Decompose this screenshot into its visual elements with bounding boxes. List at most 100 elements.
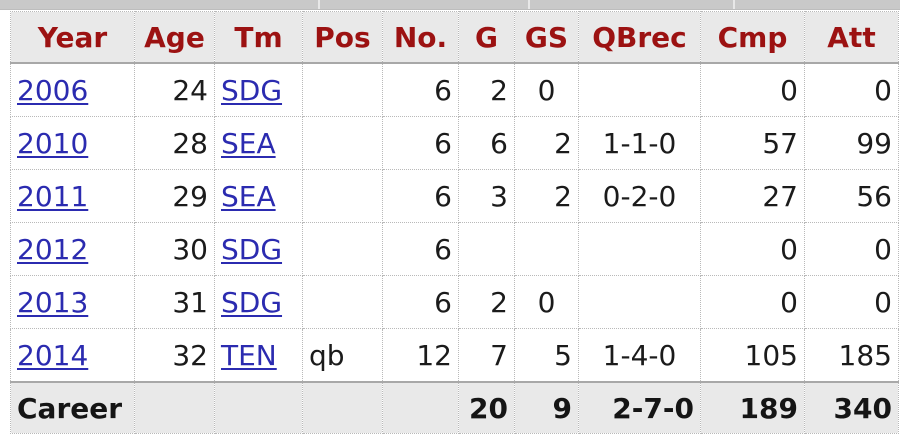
age-cell: 31: [134, 275, 215, 329]
column-divider: [528, 0, 530, 9]
number-cell: 6: [382, 62, 459, 117]
year-cell: 2013: [10, 275, 135, 329]
column-header-completions[interactable]: Cmp: [700, 11, 805, 64]
qb-record-cell: [578, 62, 701, 117]
games-started-cell: [514, 222, 579, 276]
career-games-started-cell: 9: [514, 381, 579, 434]
completions-cell: 57: [700, 116, 805, 170]
column-header-position[interactable]: Pos: [302, 11, 383, 64]
games-cell: 2: [458, 62, 515, 117]
games-cell: [458, 222, 515, 276]
games-cell: 7: [458, 328, 515, 383]
games-started-cell: 5: [514, 328, 579, 383]
attempts-cell: 99: [804, 116, 899, 170]
year-link[interactable]: 2006: [17, 73, 89, 107]
position-cell: [302, 169, 383, 223]
completions-cell: 0: [700, 222, 805, 276]
column-divider: [733, 0, 735, 9]
year-link[interactable]: 2012: [17, 232, 89, 266]
qb-record-cell: [578, 275, 701, 329]
games-cell: 3: [458, 169, 515, 223]
column-header-qb-record[interactable]: QBrec: [578, 11, 701, 64]
year-link[interactable]: 2010: [17, 126, 89, 160]
career-team-cell: [214, 381, 303, 434]
year-cell: 2014: [10, 328, 135, 383]
career-label: Career: [10, 381, 135, 434]
attempts-cell: 185: [804, 328, 899, 383]
column-header-games-started[interactable]: GS: [514, 11, 579, 64]
career-completions-cell: 189: [700, 381, 805, 434]
games-started-cell: 0: [514, 62, 579, 117]
number-cell: 12: [382, 328, 459, 383]
team-cell: SDG: [214, 222, 303, 276]
attempts-cell: 0: [804, 222, 899, 276]
table-row: 2012 30 SDG 6 0 0: [10, 222, 899, 276]
career-games-cell: 20: [458, 381, 515, 434]
career-attempts-cell: 340: [804, 381, 899, 434]
table-row: 2014 32 TEN qb 12 7 5 1-4-0 105 185: [10, 328, 899, 383]
year-link[interactable]: 2011: [17, 179, 89, 213]
number-cell: 6: [382, 275, 459, 329]
number-cell: 6: [382, 169, 459, 223]
column-header-number[interactable]: No.: [382, 11, 459, 64]
attempts-cell: 0: [804, 62, 899, 117]
table-row: 2013 31 SDG 6 2 0 0 0: [10, 275, 899, 329]
completions-cell: 105: [700, 328, 805, 383]
team-cell: SDG: [214, 275, 303, 329]
team-link[interactable]: TEN: [221, 338, 277, 372]
position-cell: [302, 275, 383, 329]
position-cell: [302, 62, 383, 117]
number-cell: 6: [382, 116, 459, 170]
age-cell: 24: [134, 62, 215, 117]
year-link[interactable]: 2013: [17, 285, 89, 319]
age-cell: 32: [134, 328, 215, 383]
career-number-cell: [382, 381, 459, 434]
header-row: Year Age Tm Pos No. G GS QBrec Cmp Att: [10, 11, 899, 64]
career-age-cell: [134, 381, 215, 434]
team-link[interactable]: SDG: [221, 285, 283, 319]
completions-cell: 27: [700, 169, 805, 223]
year-cell: 2006: [10, 62, 135, 117]
team-link[interactable]: SDG: [221, 73, 283, 107]
age-cell: 29: [134, 169, 215, 223]
column-header-team[interactable]: Tm: [214, 11, 303, 64]
qb-record-cell: 1-4-0: [578, 328, 701, 383]
year-cell: 2012: [10, 222, 135, 276]
position-cell: [302, 116, 383, 170]
career-qb-record-cell: 2-7-0: [578, 381, 701, 434]
career-totals-row: Career 20 9 2-7-0 189 340: [10, 381, 899, 434]
year-link[interactable]: 2014: [17, 338, 89, 372]
year-cell: 2011: [10, 169, 135, 223]
career-position-cell: [302, 381, 383, 434]
year-cell: 2010: [10, 116, 135, 170]
column-header-attempts[interactable]: Att: [804, 11, 899, 64]
games-cell: 2: [458, 275, 515, 329]
team-link[interactable]: SDG: [221, 232, 283, 266]
table-row: 2011 29 SEA 6 3 2 0-2-0 27 56: [10, 169, 899, 223]
attempts-cell: 0: [804, 275, 899, 329]
age-cell: 30: [134, 222, 215, 276]
team-cell: SEA: [214, 116, 303, 170]
qb-record-cell: 0-2-0: [578, 169, 701, 223]
completions-cell: 0: [700, 275, 805, 329]
column-header-games[interactable]: G: [458, 11, 515, 64]
column-header-year[interactable]: Year: [10, 11, 135, 64]
games-started-cell: 2: [514, 169, 579, 223]
age-cell: 28: [134, 116, 215, 170]
games-started-cell: 0: [514, 275, 579, 329]
attempts-cell: 56: [804, 169, 899, 223]
position-cell: qb: [302, 328, 383, 383]
number-cell: 6: [382, 222, 459, 276]
table-top-border: [0, 0, 900, 10]
team-link[interactable]: SEA: [221, 179, 276, 213]
player-stats-table: Year Age Tm Pos No. G GS QBrec Cmp Att 2…: [10, 11, 899, 434]
team-cell: TEN: [214, 328, 303, 383]
table-row: 2010 28 SEA 6 6 2 1-1-0 57 99: [10, 116, 899, 170]
team-link[interactable]: SEA: [221, 126, 276, 160]
qb-record-cell: 1-1-0: [578, 116, 701, 170]
position-cell: [302, 222, 383, 276]
games-started-cell: 2: [514, 116, 579, 170]
table-row: 2006 24 SDG 6 2 0 0 0: [10, 62, 899, 117]
games-cell: 6: [458, 116, 515, 170]
column-header-age[interactable]: Age: [134, 11, 215, 64]
